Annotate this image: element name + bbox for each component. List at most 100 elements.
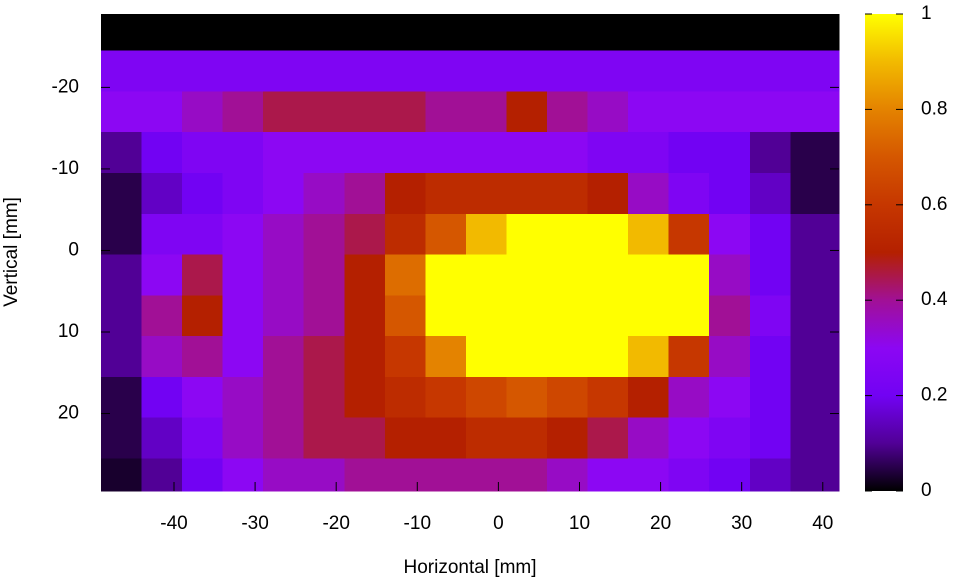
heatmap-cell bbox=[425, 132, 467, 174]
heatmap-cell bbox=[182, 458, 224, 492]
heatmap-cell bbox=[384, 14, 426, 52]
heatmap-cell bbox=[668, 132, 710, 174]
heatmap-cell bbox=[587, 376, 629, 419]
heatmap-cell bbox=[749, 336, 791, 378]
heatmap-cell bbox=[303, 14, 345, 52]
heatmap-cell bbox=[303, 132, 345, 174]
heatmap-cell bbox=[587, 458, 629, 492]
heatmap-cell bbox=[303, 336, 345, 378]
heatmap-cell bbox=[141, 14, 183, 52]
heatmap-cell bbox=[222, 417, 264, 459]
heatmap-cell bbox=[384, 336, 426, 378]
heatmap-cell bbox=[790, 50, 840, 93]
heatmap-cell bbox=[749, 376, 791, 419]
heatmap-cell bbox=[547, 417, 589, 459]
heatmap-cell bbox=[141, 254, 183, 296]
x-tick-label: 30 bbox=[731, 513, 752, 534]
heatmap-cell bbox=[182, 173, 224, 215]
heatmap-cell bbox=[628, 458, 670, 492]
x-tick-label: 40 bbox=[812, 513, 833, 534]
x-tick-label: 20 bbox=[650, 513, 671, 534]
heatmap-cell bbox=[425, 91, 467, 133]
heatmap-cell bbox=[709, 213, 751, 256]
heatmap-cell bbox=[303, 458, 345, 492]
x-tick-label: 0 bbox=[493, 513, 504, 534]
heatmap-cell bbox=[790, 417, 840, 459]
heatmap-cell bbox=[790, 14, 840, 52]
colorbar-tick-label: 0.6 bbox=[921, 194, 947, 215]
heatmap-cell bbox=[344, 295, 386, 337]
heatmap-cell bbox=[222, 254, 264, 296]
heatmap-cell bbox=[303, 417, 345, 459]
heatmap-cell bbox=[790, 213, 840, 256]
heatmap-cell bbox=[547, 458, 589, 492]
heatmap-cell bbox=[425, 173, 467, 215]
heatmap-cell bbox=[303, 91, 345, 133]
heatmap-cell bbox=[547, 336, 589, 378]
heatmap-cell bbox=[222, 458, 264, 492]
heatmap-cell bbox=[506, 376, 548, 419]
heatmap-cell bbox=[141, 336, 183, 378]
heatmap-cell bbox=[303, 173, 345, 215]
heatmap-cell bbox=[668, 458, 710, 492]
heatmap-cell bbox=[344, 91, 386, 133]
heatmap-cell bbox=[263, 254, 305, 296]
heatmap-cell bbox=[425, 50, 467, 93]
heatmap-cell bbox=[182, 417, 224, 459]
heatmap-cell bbox=[182, 132, 224, 174]
heatmap-cell bbox=[547, 173, 589, 215]
heatmap-cell bbox=[790, 336, 840, 378]
heatmap-cell bbox=[628, 132, 670, 174]
heatmap-cell bbox=[547, 213, 589, 256]
heatmap-cell bbox=[506, 50, 548, 93]
heatmap-cell bbox=[141, 417, 183, 459]
heatmap-cell bbox=[506, 254, 548, 296]
heatmap-cell bbox=[465, 417, 508, 459]
heatmap-cell bbox=[465, 376, 508, 419]
heatmap-cell bbox=[101, 417, 143, 459]
heatmap-cell bbox=[384, 295, 426, 337]
heatmap-cell bbox=[749, 213, 791, 256]
colorbar-tick-label: 0.2 bbox=[921, 385, 947, 406]
heatmap-cell bbox=[222, 132, 264, 174]
heatmap-cell bbox=[790, 91, 840, 133]
heatmap-cell bbox=[384, 458, 426, 492]
heatmap-cell bbox=[668, 173, 710, 215]
heatmap-cell bbox=[141, 213, 183, 256]
x-tick-label: -30 bbox=[241, 513, 268, 534]
heatmap-cell bbox=[344, 417, 386, 459]
heatmap-cell bbox=[668, 336, 710, 378]
heatmap-cell bbox=[709, 173, 751, 215]
heatmap-cell bbox=[628, 254, 670, 296]
heatmap-cell bbox=[587, 14, 629, 52]
heatmap-cell bbox=[668, 376, 710, 419]
heatmap-cell bbox=[182, 376, 224, 419]
heatmap-cell bbox=[384, 50, 426, 93]
heatmap-cell bbox=[263, 336, 305, 378]
heatmap-cell bbox=[222, 336, 264, 378]
heatmap-cell bbox=[384, 254, 426, 296]
heatmap-cell bbox=[587, 213, 629, 256]
heatmap-cell bbox=[709, 336, 751, 378]
heatmap-cell bbox=[425, 213, 467, 256]
heatmap-cell bbox=[547, 295, 589, 337]
heatmap-cell bbox=[506, 336, 548, 378]
y-tick-label: -20 bbox=[52, 76, 79, 97]
heatmap-cell bbox=[344, 458, 386, 492]
heatmap-cell bbox=[263, 132, 305, 174]
heatmap-cell bbox=[303, 376, 345, 419]
heatmap-cell bbox=[506, 417, 548, 459]
heatmap-cell bbox=[587, 417, 629, 459]
heatmap-cell bbox=[222, 295, 264, 337]
heatmap-cell bbox=[506, 14, 548, 52]
heatmap-cell bbox=[465, 14, 508, 52]
heatmap-cell bbox=[384, 91, 426, 133]
heatmap-cell bbox=[628, 295, 670, 337]
heatmap-cell bbox=[628, 173, 670, 215]
heatmap-cell bbox=[141, 295, 183, 337]
heatmap-cell bbox=[790, 376, 840, 419]
heatmap-cell bbox=[101, 91, 143, 133]
heatmap-cell bbox=[263, 173, 305, 215]
heatmap-cell bbox=[101, 254, 143, 296]
heatmap-cell bbox=[222, 376, 264, 419]
